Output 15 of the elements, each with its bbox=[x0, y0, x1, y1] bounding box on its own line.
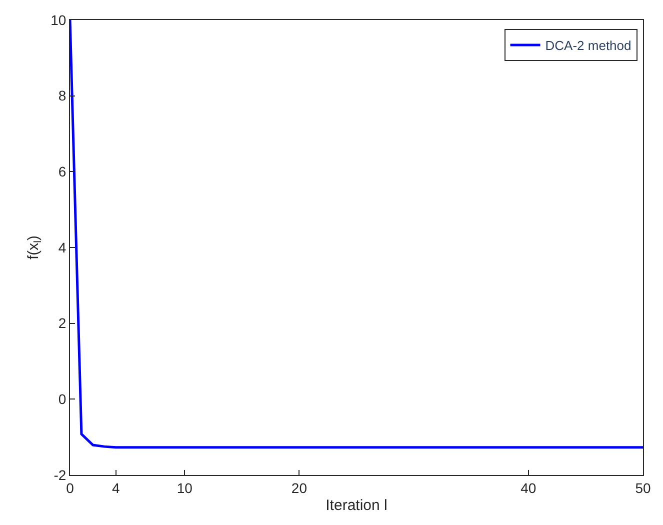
y-tick-label: 10 bbox=[50, 12, 66, 28]
y-tick-label: -2 bbox=[54, 466, 66, 483]
x-tick-label: 40 bbox=[520, 480, 536, 496]
y-tick-label: 0 bbox=[58, 391, 66, 408]
x-tick-label: 4 bbox=[112, 480, 120, 496]
y-tick-label: 2 bbox=[58, 315, 66, 332]
legend-label: DCA-2 method bbox=[545, 38, 632, 54]
x-tick-label: 50 bbox=[635, 480, 651, 496]
x-axis-title: Iteration l bbox=[326, 496, 388, 514]
y-tick-label: 6 bbox=[58, 164, 66, 180]
x-tick-label: 20 bbox=[291, 480, 308, 496]
y-tick-label: 4 bbox=[58, 239, 66, 256]
y-tick-label: 8 bbox=[58, 88, 66, 104]
line-series bbox=[70, 20, 643, 449]
x-tick-label: 10 bbox=[176, 480, 193, 496]
